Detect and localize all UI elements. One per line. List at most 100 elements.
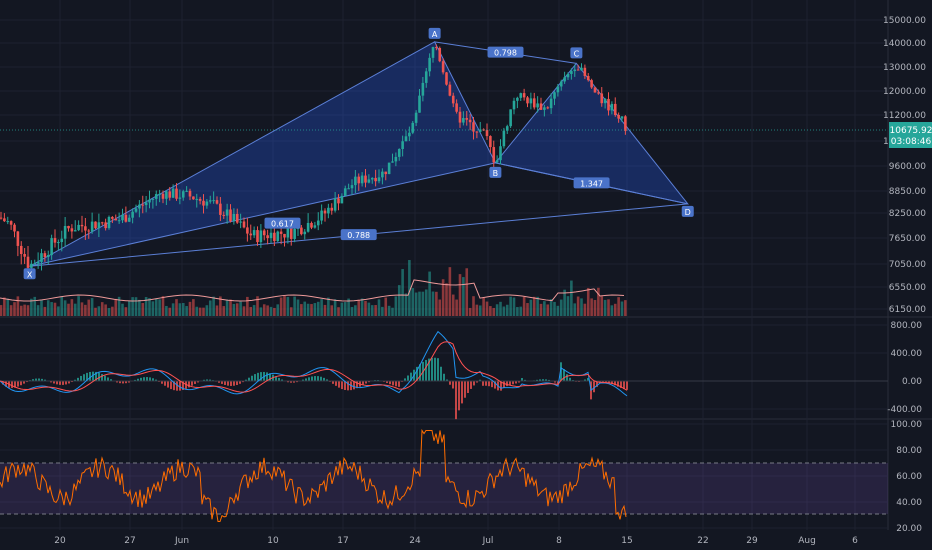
candle-body <box>40 253 43 262</box>
volume-bar <box>327 297 330 316</box>
candle-body <box>23 253 26 257</box>
candle-body <box>529 98 533 104</box>
time-tick-label: 24 <box>409 536 421 546</box>
macd-histogram-bar <box>509 381 511 386</box>
macd-histogram-bar <box>197 381 199 383</box>
candle-body <box>468 119 472 123</box>
volume-bar <box>158 299 161 316</box>
candle-body <box>451 95 455 104</box>
candle-body <box>414 112 418 123</box>
candle-body <box>391 161 394 163</box>
macd-histogram-bar <box>2 381 4 385</box>
grid-lines <box>0 0 932 530</box>
time-tick-label: Jul <box>482 536 494 546</box>
candle-body <box>269 232 273 239</box>
volume-bar <box>141 303 145 316</box>
volume-bar <box>391 307 394 316</box>
time-tick-label: 17 <box>337 536 348 546</box>
volume-bar <box>435 291 438 316</box>
candle-body <box>381 171 384 178</box>
volume-bar <box>543 301 546 316</box>
candle-body <box>239 221 242 223</box>
price-axis: 15000.00 14000.00 13000.00 12000.00 11200.00… <box>0 16 932 534</box>
macd-histogram-bar <box>221 381 223 384</box>
volume-bar <box>6 298 10 316</box>
volume-bar <box>313 303 317 316</box>
volume-bar <box>225 299 229 316</box>
macd-tick-label: 400.00 <box>891 349 923 359</box>
candle-body <box>215 200 219 204</box>
candle-body <box>276 231 280 242</box>
candle-body <box>303 231 307 235</box>
volume-bar <box>205 305 209 316</box>
candle-body <box>127 217 131 222</box>
rsi-tick-label: 40.00 <box>896 498 922 508</box>
macd-histogram-bar <box>230 381 232 386</box>
candle-body <box>350 185 354 189</box>
macd-histogram-bar <box>467 381 469 393</box>
candle-body <box>188 190 192 197</box>
candle-body <box>205 201 209 206</box>
volume-bar <box>360 298 364 316</box>
volume-bar <box>586 287 590 316</box>
macd-histogram-bar <box>332 381 334 384</box>
volume-bar <box>178 303 182 316</box>
macd-histogram-bar <box>152 378 154 382</box>
volume-bar <box>532 296 536 316</box>
candle-body <box>455 103 458 112</box>
macd-histogram-bar <box>32 379 34 382</box>
time-tick-label: 29 <box>746 536 758 546</box>
candle-body <box>208 200 212 202</box>
macd-histogram-bar <box>233 381 235 386</box>
macd-histogram-bar <box>5 381 7 387</box>
macd-histogram-bar <box>464 381 466 398</box>
candle-body <box>131 211 134 218</box>
macd-pane <box>0 330 888 420</box>
volume-bar <box>107 307 111 316</box>
volume-bar <box>320 299 323 316</box>
candle-body <box>347 188 350 190</box>
candle-body <box>43 253 47 258</box>
candle-body <box>522 93 526 98</box>
volume-bars <box>0 260 627 316</box>
macd-histogram-bar <box>500 381 502 391</box>
candle-body <box>249 233 253 236</box>
candle-body <box>3 218 6 222</box>
macd-histogram-bar <box>491 381 493 388</box>
macd-histogram-bar <box>17 381 19 387</box>
ratio-label-ac: 0.798 <box>494 49 517 58</box>
macd-histogram-bar <box>59 381 61 385</box>
candle-body <box>600 93 604 104</box>
candle-body <box>77 224 80 231</box>
candle-body <box>377 177 381 182</box>
price-tick-label: 13000.00 <box>883 63 926 73</box>
candle-body <box>428 57 431 72</box>
macd-histogram-bar <box>107 377 109 382</box>
macd-histogram-bar <box>68 381 70 384</box>
macd-histogram-bar <box>608 381 610 383</box>
macd-histogram-bar <box>101 374 103 382</box>
candle-body <box>26 256 30 268</box>
macd-histogram-bar <box>278 377 280 382</box>
volume-bar <box>492 307 496 316</box>
volume-bar <box>100 302 104 316</box>
candle-body <box>310 222 313 228</box>
volume-bar <box>212 296 215 316</box>
rsi-tick-label: 80.00 <box>896 446 922 456</box>
candle-body <box>252 230 256 236</box>
candle-body <box>397 148 401 157</box>
macd-histogram-bar <box>614 381 616 386</box>
candle-body <box>404 136 408 142</box>
point-label-d: D <box>685 208 691 217</box>
macd-histogram-bar <box>569 377 571 382</box>
macd-histogram-bar <box>593 381 595 393</box>
volume-bar <box>580 298 583 316</box>
macd-histogram-bar <box>269 373 271 382</box>
macd-histogram-bar <box>125 381 127 384</box>
price-tick-label: 15000.00 <box>883 16 926 26</box>
candle-body <box>151 198 155 200</box>
volume-bar <box>431 291 435 316</box>
rsi-tick-label: 100.00 <box>891 420 923 430</box>
macd-histogram-bar <box>476 381 478 383</box>
